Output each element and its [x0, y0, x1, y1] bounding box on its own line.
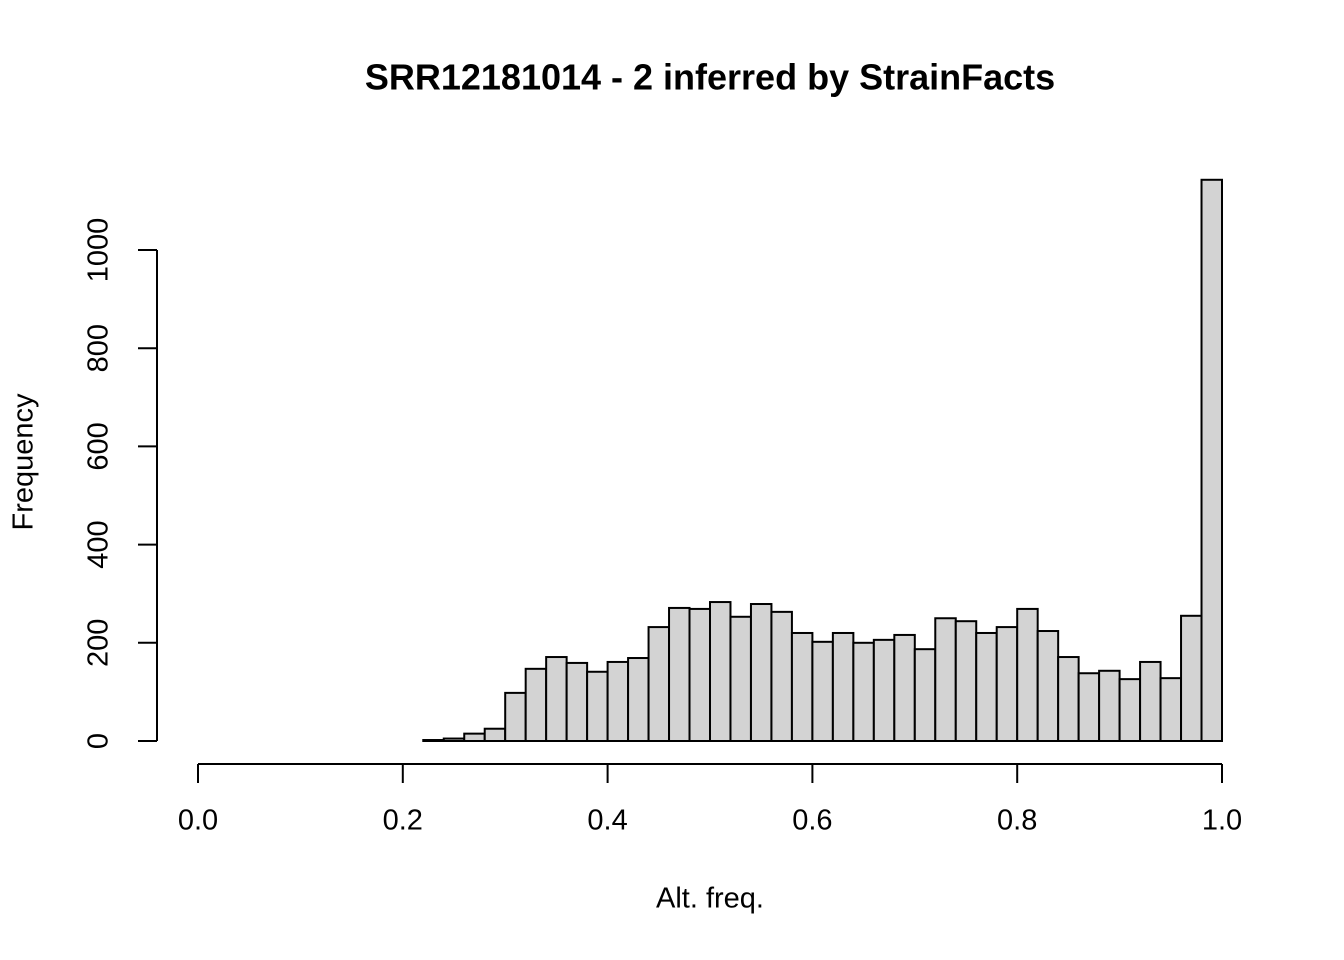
bar [483, 727, 507, 742]
bar [1159, 677, 1183, 742]
bar [442, 737, 466, 742]
bar [1118, 678, 1142, 742]
bar [709, 601, 732, 742]
x-tick-label: 0.2 [383, 805, 423, 837]
x-tick-label: 1.0 [1202, 805, 1242, 837]
bar [1077, 672, 1101, 743]
x-axis-label: Alt. freq. [656, 883, 764, 915]
x-tick-label: 0.8 [997, 805, 1037, 837]
bar [504, 691, 527, 743]
bar [606, 660, 630, 742]
bar [668, 606, 691, 743]
bar [872, 638, 896, 742]
bar [1016, 607, 1039, 743]
y-tick-label: 600 [83, 422, 115, 470]
bar [524, 667, 548, 742]
bar [790, 631, 814, 742]
bar [852, 641, 875, 742]
bar [1139, 660, 1162, 742]
bar [975, 631, 998, 742]
chart-title: SRR12181014 - 2 inferred by StrainFacts [365, 57, 1055, 98]
bar [811, 640, 834, 742]
bar [688, 607, 712, 743]
y-tick-label: 200 [83, 619, 115, 667]
bar [1180, 614, 1203, 742]
bar [770, 610, 793, 742]
bar [831, 631, 855, 742]
bar [934, 617, 957, 742]
y-axis-label: Frequency [8, 393, 40, 531]
bar [627, 657, 650, 742]
y-tick-label: 0 [83, 733, 115, 749]
bar [729, 615, 752, 742]
x-tick-label: 0.0 [178, 805, 218, 837]
bar [565, 661, 589, 743]
bar [749, 603, 773, 742]
bar [586, 670, 609, 742]
bar [463, 732, 486, 743]
x-tick-label: 0.4 [587, 805, 627, 837]
bar [422, 739, 445, 743]
bar [995, 626, 1019, 743]
bar [1200, 178, 1224, 743]
x-tick-label: 0.6 [792, 805, 832, 837]
bar [913, 648, 937, 742]
bar [1098, 669, 1121, 742]
y-tick-label: 400 [83, 520, 115, 568]
bar [1057, 656, 1080, 742]
bar [647, 626, 671, 743]
bar [893, 633, 916, 742]
y-tick-label: 1000 [83, 218, 115, 283]
y-tick-label: 800 [83, 324, 115, 372]
bar [954, 620, 978, 742]
bar [1036, 630, 1060, 742]
bar [545, 656, 568, 742]
